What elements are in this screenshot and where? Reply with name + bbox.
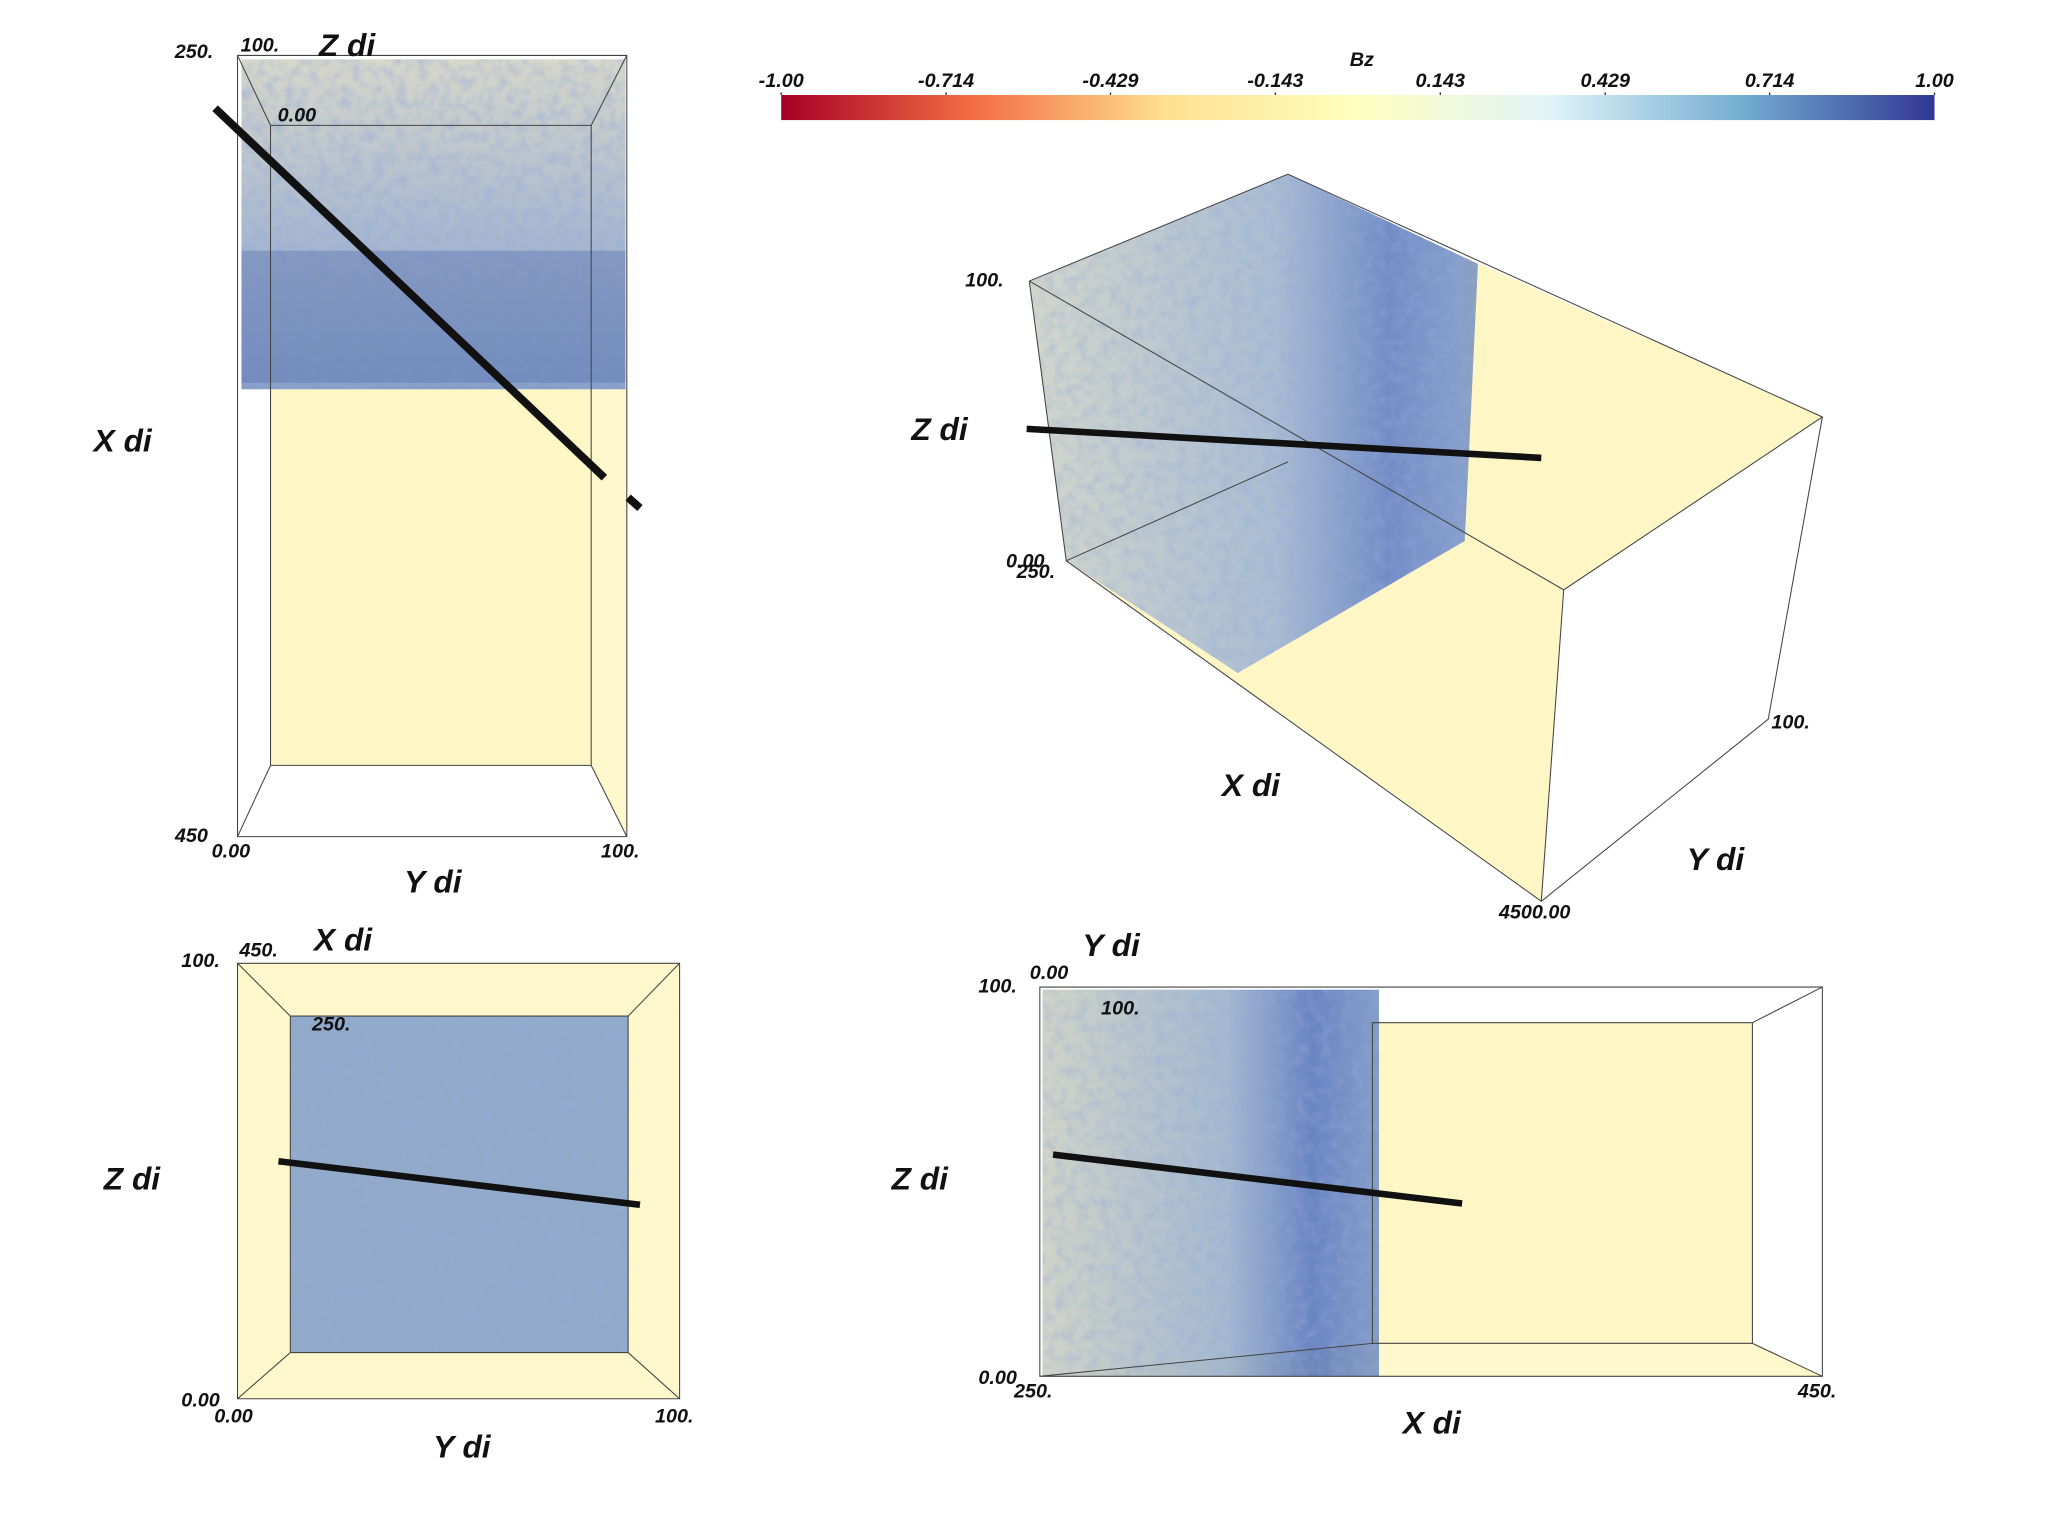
axis-label: X di (1401, 1405, 1462, 1441)
axis-label: X di (312, 922, 373, 958)
axis-tick-label: 100. (1101, 998, 1140, 1020)
view-bottom-left (236, 962, 681, 1400)
axis-label: Y di (433, 1428, 492, 1464)
axis-tick-label: 0.00 (214, 1405, 253, 1427)
colorbar-ramp (781, 95, 1935, 121)
axis-tick-label: 4500.00 (1498, 901, 1571, 923)
probe-line (1026, 425, 1542, 462)
probe-line (212, 105, 608, 481)
axis-label: Z di (318, 27, 376, 63)
axis-tick-label: 0.00 (978, 1367, 1017, 1389)
colorbar-tick-label: -0.143 (1247, 70, 1303, 92)
axis-tick-label: 450 (174, 825, 208, 847)
box-frame (1039, 986, 1823, 1377)
axis-label: X di (92, 423, 153, 459)
volume-texture (1029, 174, 1478, 673)
box-frame (236, 54, 628, 838)
colorbar-tick-label: -0.714 (918, 70, 974, 92)
colorbar-tick-label: -0.429 (1082, 70, 1138, 92)
axis-tick-label: 100. (978, 975, 1017, 997)
view-top-right (1026, 173, 1824, 902)
axis-label: Y di (1082, 927, 1141, 963)
colorbar-title: Bz (1350, 49, 1374, 71)
volume-texture (241, 59, 626, 390)
axis-tick-label: 0.00 (212, 841, 251, 863)
axis-tick-label: 450. (238, 940, 278, 962)
colorbar-tick-label: 1.00 (1915, 70, 1954, 92)
axis-tick-label: 100. (965, 269, 1004, 291)
box-frame (236, 962, 681, 1400)
box-frame (1028, 173, 1824, 902)
axis-tick-label: 100. (601, 841, 640, 863)
colorbar-tick-label: -1.00 (759, 70, 804, 92)
axis-label: Z di (103, 1160, 161, 1196)
axis-tick-label: 0.00 (1030, 962, 1069, 984)
axis-tick-label: 100. (181, 950, 220, 972)
colorbar-tick-label: 0.714 (1745, 70, 1795, 92)
axis-tick-label: 250. (1013, 1380, 1053, 1402)
axis-label: Y di (1687, 841, 1746, 877)
axis-tick-label: 100. (655, 1405, 694, 1427)
colorbar-tick-label: 0.429 (1580, 70, 1630, 92)
colorbar: Bz -1.00 -0.714 -0.429 -0.143 0.143 0.429 0.71… (759, 49, 1954, 121)
axis-label: X di (1220, 767, 1281, 803)
yellow-face (270, 389, 592, 766)
yellow-faces (1066, 257, 1823, 902)
yellow-side (591, 389, 627, 837)
view-bottom-right (1039, 986, 1823, 1377)
yellow-face (1372, 1022, 1753, 1344)
volume-texture (1042, 989, 1379, 1377)
axis-tick-label: 100. (241, 34, 280, 56)
probe-line (1052, 1151, 1463, 1207)
axis-tick-label: 100. (1771, 711, 1810, 733)
axis-tick-label: 250. (174, 41, 214, 63)
axis-label: Y di (404, 863, 463, 899)
colorbar-tick-label: 0.143 (1416, 70, 1466, 92)
axis-label: Z di (891, 1160, 949, 1196)
axis-tick-label: 450. (1797, 1380, 1837, 1402)
axis-tick-label: 250. (1016, 561, 1056, 583)
axis-tick-label: 250. (311, 1014, 351, 1036)
axis-tick-label: 0.00 (181, 1390, 220, 1412)
axis-tick-label: 0.00 (1006, 550, 1045, 572)
axis-tick-label: 0.00 (278, 104, 317, 126)
view-top-left (212, 54, 643, 838)
probe-line (278, 1157, 641, 1209)
axis-label: Z di (910, 411, 968, 447)
probe-line-end (625, 494, 643, 512)
